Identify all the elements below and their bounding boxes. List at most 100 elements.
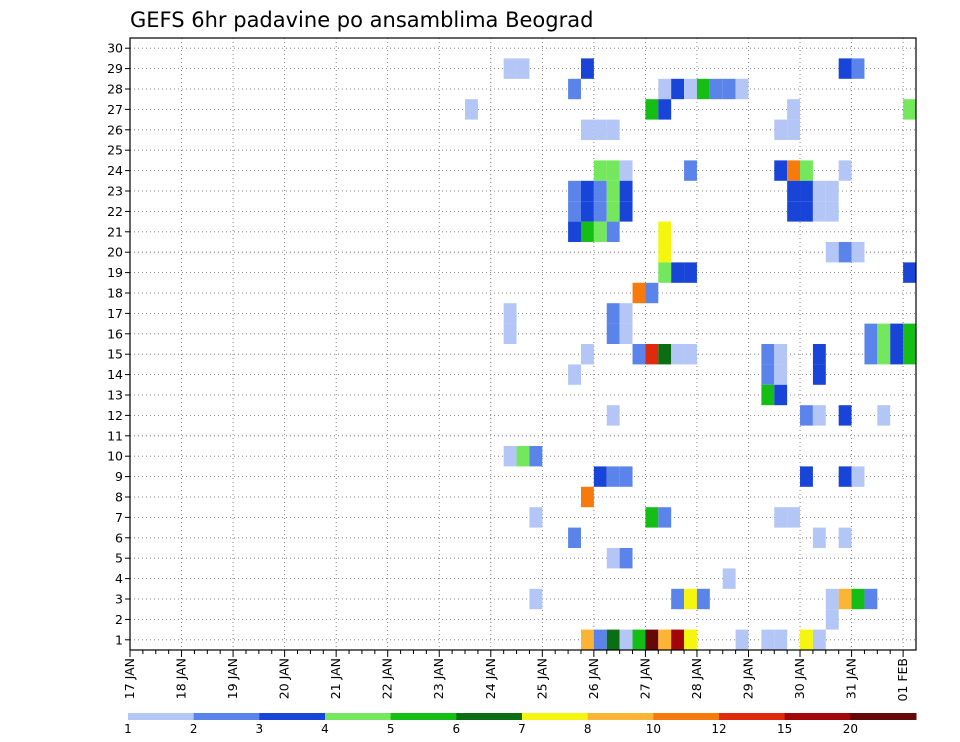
x-tick-label: 30 JAN xyxy=(792,658,807,699)
precip-cell xyxy=(812,405,826,426)
precip-cell xyxy=(658,99,672,120)
y-tick-label: 28 xyxy=(107,82,123,97)
y-tick-label: 5 xyxy=(115,551,123,566)
y-tick-label: 11 xyxy=(107,428,123,443)
precip-cell xyxy=(580,344,594,365)
precip-cell xyxy=(825,242,839,263)
precip-cell xyxy=(864,323,878,344)
precip-cell xyxy=(812,629,826,650)
precip-cell xyxy=(671,588,685,610)
precip-cell xyxy=(580,58,594,79)
precip-cell xyxy=(503,446,517,467)
precip-cell xyxy=(619,629,633,650)
precip-cell xyxy=(593,119,607,140)
y-tick-label: 2 xyxy=(115,612,123,627)
chart-title: GEFS 6hr padavine po ansamblima Beograd xyxy=(130,8,593,32)
precip-cell xyxy=(709,78,723,100)
precip-cell xyxy=(864,344,878,365)
legend-label: 12 xyxy=(711,722,726,736)
y-tick-label: 18 xyxy=(107,286,123,301)
precip-cell xyxy=(800,201,813,222)
precip-cell xyxy=(825,201,839,222)
x-tick-label: 28 JAN xyxy=(689,658,704,699)
precip-cell xyxy=(593,201,607,222)
precip-cell xyxy=(812,201,826,222)
precip-cell xyxy=(593,466,607,487)
legend-swatch xyxy=(259,713,326,720)
precip-cell xyxy=(812,180,826,202)
precip-cell xyxy=(645,344,659,365)
legend-label: 10 xyxy=(646,722,661,736)
precip-cell xyxy=(903,323,916,344)
x-tick-label: 29 JAN xyxy=(740,658,755,699)
legend-swatch xyxy=(456,713,523,720)
y-tick-label: 20 xyxy=(107,245,123,260)
precip-cell xyxy=(696,588,710,610)
precip-cell xyxy=(800,629,813,650)
precip-cell xyxy=(568,201,581,222)
legend-swatch xyxy=(128,713,195,720)
precip-cell xyxy=(619,303,633,324)
precip-cell xyxy=(774,364,788,385)
precip-cell xyxy=(812,344,826,365)
precip-cell xyxy=(735,78,749,100)
y-tick-label: 24 xyxy=(107,163,123,178)
legend-label: 8 xyxy=(584,722,592,736)
precip-cell xyxy=(580,201,594,222)
legend-swatch xyxy=(522,713,589,720)
y-tick-label: 17 xyxy=(107,306,123,321)
legend-label: 1 xyxy=(124,722,132,736)
precip-cell xyxy=(568,364,581,385)
precip-cell xyxy=(529,588,543,610)
precip-cell xyxy=(877,323,891,344)
precip-cell xyxy=(787,180,801,202)
precip-cell xyxy=(787,99,801,120)
y-tick-label: 25 xyxy=(107,143,123,158)
precip-cell xyxy=(787,201,801,222)
legend-swatch xyxy=(719,713,786,720)
precip-cell xyxy=(580,180,594,202)
precip-cell xyxy=(903,344,916,365)
precip-cell xyxy=(787,160,801,181)
precip-cell xyxy=(864,588,878,610)
precip-cell xyxy=(787,119,801,140)
precip-cell xyxy=(877,405,891,426)
legend-label: 6 xyxy=(453,722,461,736)
precip-cell xyxy=(606,466,620,487)
precip-cell xyxy=(580,629,594,650)
x-tick-label: 26 JAN xyxy=(586,658,601,699)
x-axis-ticks: 17 JAN 18 JAN 19 JAN 20 JAN 21 JAN 22 JAN 23 J… xyxy=(122,650,910,702)
precip-cell xyxy=(838,527,852,548)
y-axis-ticks: 1234567891011121314151617181920212223242… xyxy=(107,41,130,647)
precip-cell xyxy=(761,384,775,406)
y-tick-label: 3 xyxy=(115,592,123,607)
precip-cell xyxy=(606,405,620,426)
precip-cell xyxy=(658,221,672,242)
precip-cell xyxy=(800,405,813,426)
precip-cell xyxy=(645,282,659,304)
precip-cell xyxy=(722,78,736,100)
precip-cell xyxy=(684,78,697,100)
precip-cell xyxy=(568,78,581,100)
y-tick-label: 10 xyxy=(107,449,123,464)
precip-cell xyxy=(606,629,620,650)
x-tick-label: 21 JAN xyxy=(328,658,343,699)
y-tick-label: 12 xyxy=(107,408,123,423)
precip-cell xyxy=(645,99,659,120)
precip-cell xyxy=(465,99,478,120)
precip-cell xyxy=(606,221,620,242)
precip-cell xyxy=(632,344,646,365)
precip-cell xyxy=(800,160,813,181)
color-legend: 1 2 3 4 5 6 7 8 10 12 15 20 xyxy=(124,713,917,736)
precip-cell xyxy=(632,629,646,650)
precipitation-cells xyxy=(465,58,916,650)
x-tick-label: 22 JAN xyxy=(380,658,395,699)
precip-cell xyxy=(877,344,891,365)
precip-cell xyxy=(580,486,594,508)
legend-label: 3 xyxy=(256,722,264,736)
precip-cell xyxy=(825,180,839,202)
y-tick-label: 19 xyxy=(107,265,123,280)
precip-cell xyxy=(671,78,685,100)
precip-cell xyxy=(593,160,607,181)
y-tick-label: 7 xyxy=(115,510,123,525)
